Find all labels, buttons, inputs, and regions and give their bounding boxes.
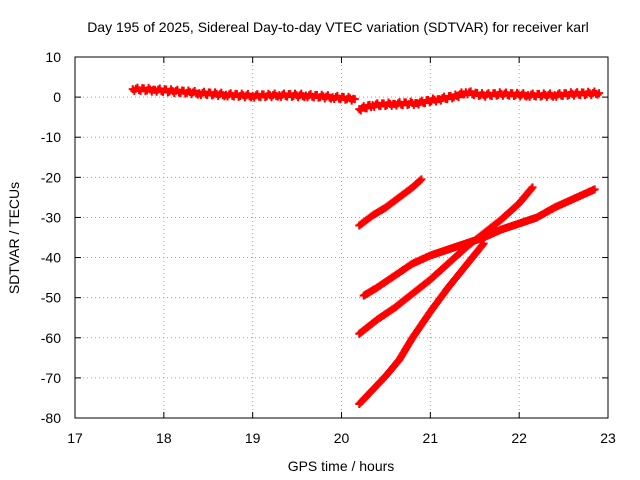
grid-lines xyxy=(75,57,608,418)
y-axis-label: SDTVAR / TECUs xyxy=(6,182,22,294)
y-tick-label: -40 xyxy=(41,250,61,266)
series-track-2 xyxy=(355,87,604,115)
axis-ticks: 17 18 19 20 21 22 23 10 0 -10 -20 -30 -40 -50 -60 -70 -8… xyxy=(41,49,616,446)
y-tick-label: 10 xyxy=(45,49,61,65)
x-tick-label: 21 xyxy=(423,430,439,446)
data-point xyxy=(350,95,359,104)
y-tick-label: -20 xyxy=(41,169,61,185)
x-tick-label: 20 xyxy=(334,430,350,446)
x-tick-label: 19 xyxy=(245,430,261,446)
y-tick-label: -80 xyxy=(41,410,61,426)
chart-title: Day 195 of 2025, Sidereal Day-to-day VTE… xyxy=(87,19,589,35)
y-tick-label: -60 xyxy=(41,330,61,346)
series-track-1 xyxy=(128,83,359,105)
y-tick-label: -30 xyxy=(41,209,61,225)
data-point xyxy=(479,239,488,248)
data-points xyxy=(128,83,604,408)
plot-frame xyxy=(74,56,609,419)
data-point-fill xyxy=(527,184,536,193)
y-tick-label: 0 xyxy=(53,89,61,105)
data-point xyxy=(595,89,604,98)
x-tick-label: 23 xyxy=(600,430,616,446)
x-tick-label: 18 xyxy=(156,430,172,446)
x-tick-label: 17 xyxy=(67,430,83,446)
series-track-5 xyxy=(355,183,537,338)
series-track-3 xyxy=(355,175,426,230)
series-track-6 xyxy=(355,239,488,408)
data-point-fill xyxy=(593,90,602,99)
data-point xyxy=(417,175,426,184)
x-tick-label: 22 xyxy=(511,430,527,446)
y-tick-label: -50 xyxy=(41,290,61,306)
y-tick-label: -70 xyxy=(41,370,61,386)
data-point xyxy=(590,185,599,194)
x-axis-label: GPS time / hours xyxy=(288,458,395,474)
data-point-fill xyxy=(416,176,425,185)
y-tick-label: -10 xyxy=(41,129,61,145)
series-track-4 xyxy=(359,185,599,300)
data-point xyxy=(528,183,537,192)
